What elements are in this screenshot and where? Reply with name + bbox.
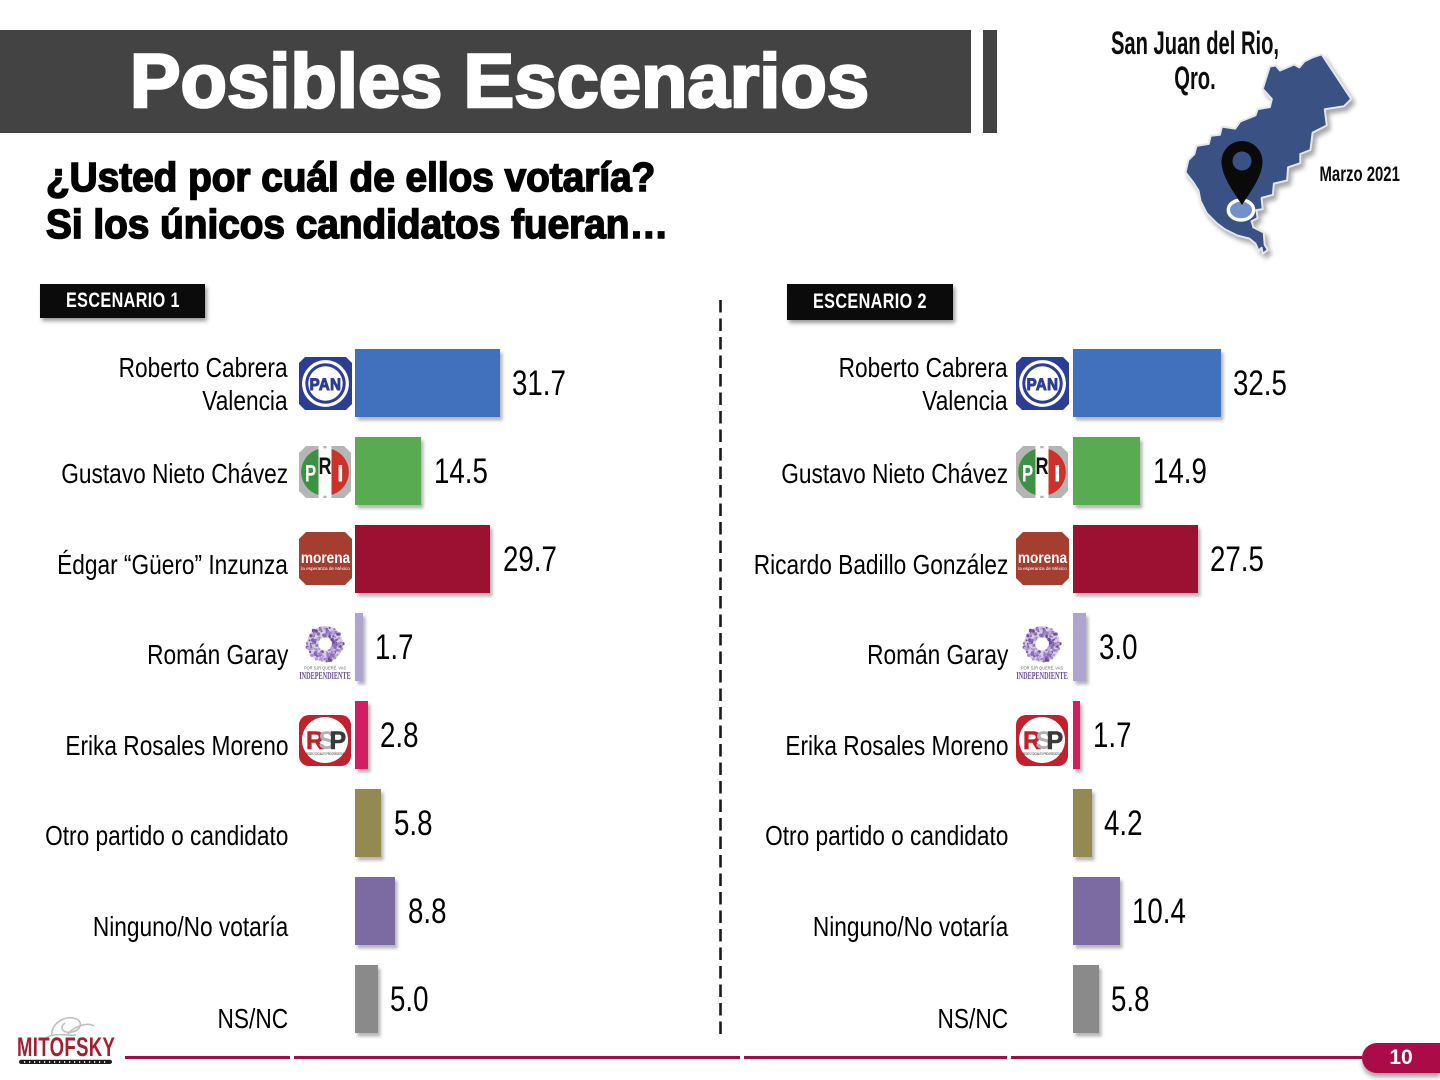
- svg-text:R: R: [306, 727, 324, 755]
- svg-text:R: R: [1023, 727, 1041, 755]
- svg-text:la esperanza de México: la esperanza de México: [301, 566, 350, 571]
- svg-text:I: I: [1054, 461, 1061, 488]
- svg-text:R: R: [319, 454, 332, 480]
- svg-text:S: S: [1036, 727, 1053, 755]
- svg-text:P: P: [1047, 727, 1064, 755]
- svg-text:MITOFSKY: MITOFSKY: [17, 1032, 115, 1062]
- svg-text:POR SJR QUERÉ. VAS: POR SJR QUERÉ. VAS: [1021, 665, 1063, 670]
- svg-text:R: R: [1036, 454, 1049, 480]
- svg-text:morena: morena: [1018, 550, 1068, 567]
- svg-text:INDEPENDIENTE: INDEPENDIENTE: [1016, 671, 1068, 682]
- svg-text:POR SJR QUERÉ. VAS: POR SJR QUERÉ. VAS: [304, 665, 346, 670]
- svg-text:P: P: [305, 461, 316, 488]
- svg-text:REDES SOCIALES PROGRESISTAS: REDES SOCIALES PROGRESISTAS: [1023, 752, 1062, 757]
- svg-text:P: P: [330, 727, 347, 755]
- svg-text:REDES SOCIALES PROGRESISTAS: REDES SOCIALES PROGRESISTAS: [306, 752, 345, 757]
- svg-text:INDEPENDIENTE: INDEPENDIENTE: [299, 671, 351, 682]
- svg-text:morena: morena: [301, 550, 351, 567]
- svg-text:I: I: [337, 461, 344, 488]
- svg-text:PAN: PAN: [310, 376, 342, 394]
- svg-text:P: P: [1022, 461, 1033, 488]
- svg-text:la esperanza de México: la esperanza de México: [1018, 566, 1067, 571]
- svg-text:PAN: PAN: [1027, 376, 1059, 394]
- svg-text:S: S: [319, 727, 336, 755]
